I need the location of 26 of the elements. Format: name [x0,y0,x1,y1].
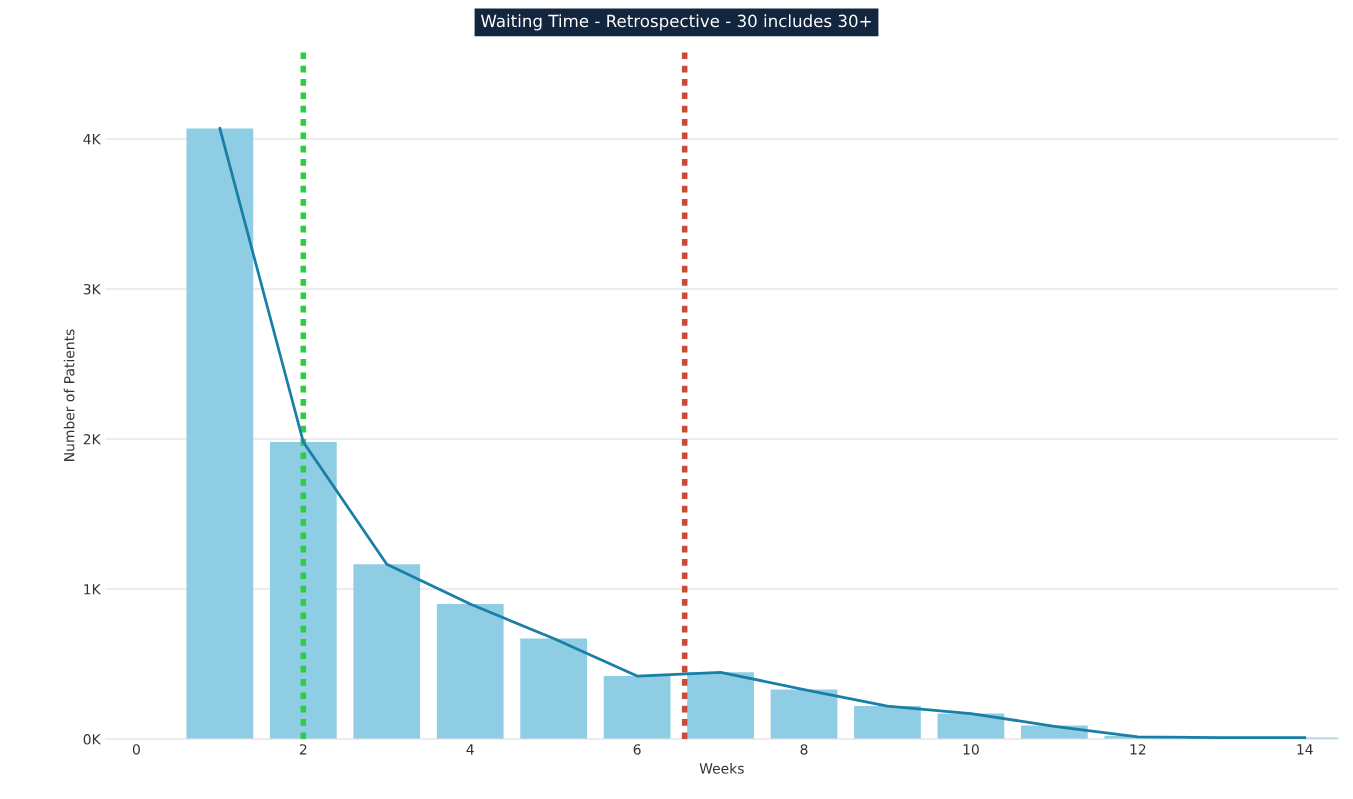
y-tick-label: 4K [83,134,101,145]
x-tick-label: 2 [299,744,307,755]
bar [186,128,254,740]
bar [269,442,337,740]
y-tick-label: 2K [83,433,101,445]
chart-title: Waiting Time - Retrospective - 30 includes 30+ [480,14,871,31]
bar [603,676,671,740]
x-tick-label: 14 [1297,744,1313,755]
bar [353,564,421,740]
y-tick-label: 1K [84,584,101,595]
y-axis-title: Number of Patients [63,329,75,461]
bar [687,672,754,740]
x-axis-title: Weeks [699,762,744,774]
bar [854,706,921,740]
y-tick-label: 3K [83,283,101,295]
x-tick-label: 0 [132,744,140,755]
y-tick-label: 0K [83,734,101,745]
x-tick-label: 10 [963,744,979,755]
bar [436,604,504,740]
line-series [218,127,1307,739]
bar [770,689,838,740]
bar [520,638,588,740]
x-tick-label: 4 [466,744,474,755]
x-tick-label: 6 [633,744,641,755]
x-tick-label: 8 [800,744,808,755]
x-tick-label: 12 [1130,744,1146,755]
